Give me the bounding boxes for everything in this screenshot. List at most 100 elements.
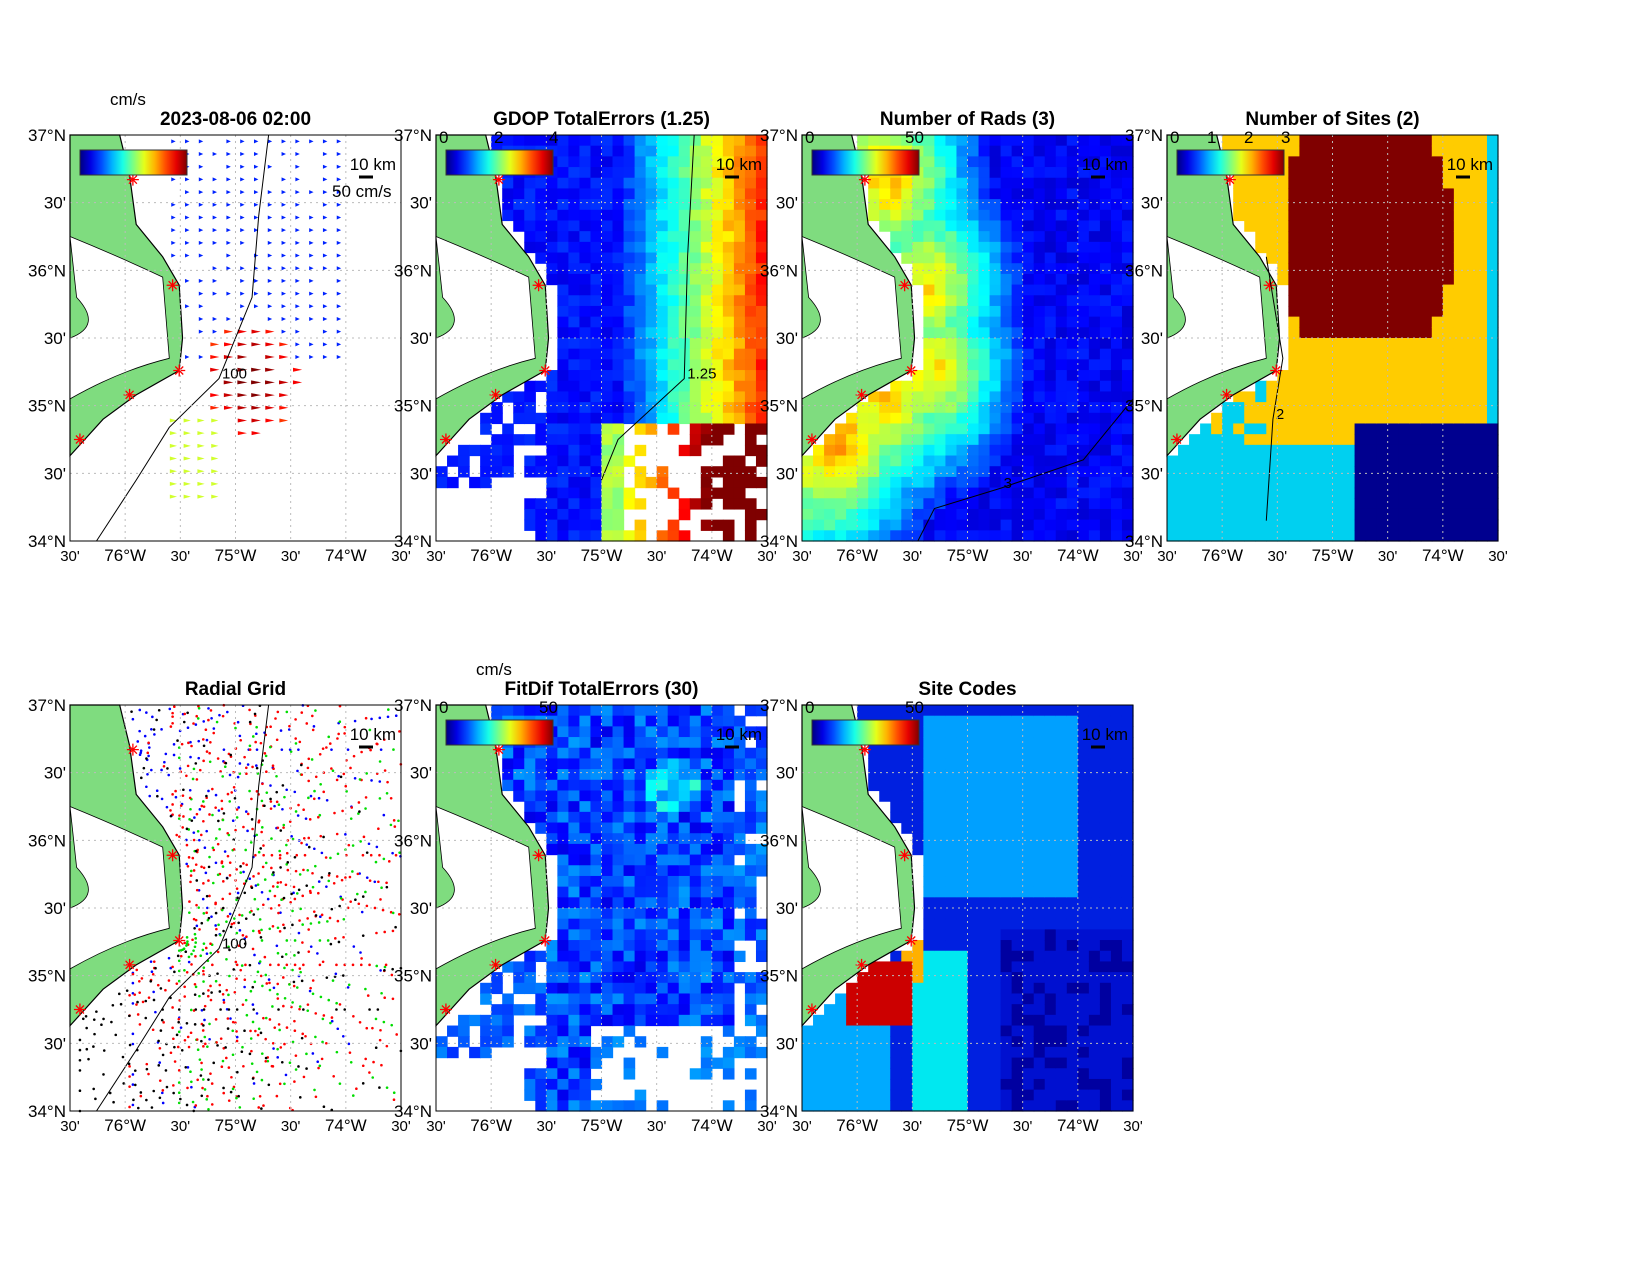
heatmap-cell: [602, 477, 614, 488]
heatmap-cell: [1100, 509, 1112, 520]
heatmap-cell: [557, 812, 569, 823]
heatmap-cell: [624, 812, 636, 823]
radial-grid-point: [179, 1098, 182, 1101]
radial-grid-point: [154, 967, 157, 970]
radial-grid-point: [390, 797, 393, 800]
radial-grid-point: [264, 974, 267, 977]
radial-grid-point: [279, 930, 282, 933]
heatmap-cell: [1344, 285, 1356, 296]
heatmap-cell: [679, 769, 691, 780]
radial-grid-point: [173, 1046, 176, 1049]
heatmap-cell: [1454, 178, 1466, 189]
heatmap-cell: [602, 285, 614, 296]
heatmap-cell: [1321, 530, 1333, 541]
heatmap-cell: [701, 1068, 713, 1079]
heatmap-cell: [756, 423, 768, 434]
current-vector-arrow: [185, 177, 189, 181]
current-vector-arrow: [171, 254, 175, 258]
heatmap-cell: [447, 477, 459, 488]
heatmap-cell: [979, 445, 991, 456]
heatmap-cell: [912, 423, 924, 434]
heatmap-cell: [1067, 370, 1079, 381]
heatmap-cell: [646, 855, 658, 866]
heatmap-cell: [502, 423, 514, 434]
radial-grid-point: [252, 1021, 255, 1024]
current-vector-arrow: [238, 355, 248, 359]
heatmap-cell: [1310, 488, 1322, 499]
heatmap-cell: [1056, 423, 1068, 434]
heatmap-cell: [1355, 402, 1367, 413]
radial-grid-point: [260, 1032, 263, 1035]
heatmap-cell: [1299, 381, 1311, 392]
current-vector-arrow: [240, 241, 244, 245]
heatmap-cell: [1344, 146, 1356, 157]
radial-grid-point: [259, 1095, 262, 1098]
radial-grid-point: [186, 1022, 189, 1025]
heatmap-cell: [557, 509, 569, 520]
heatmap-cell: [1089, 434, 1101, 445]
radial-grid-point: [279, 866, 282, 869]
heatmap-cell: [557, 908, 569, 919]
radial-grid-point: [334, 937, 337, 940]
heatmap-cell: [579, 488, 591, 499]
heatmap-cell: [590, 705, 602, 716]
heatmap-cell: [668, 199, 680, 210]
heatmap-cell: [1023, 156, 1035, 167]
heatmap-cell: [1200, 520, 1212, 531]
radial-grid-point: [258, 851, 261, 854]
radial-grid-point: [262, 844, 265, 847]
radial-grid-point: [297, 748, 300, 751]
heatmap-cell: [945, 274, 957, 285]
heatmap-cell: [1410, 156, 1422, 167]
radial-grid-point: [197, 757, 200, 760]
heatmap-cell: [590, 1004, 602, 1015]
current-vector-arrow: [199, 292, 203, 296]
current-vector-arrow: [282, 190, 286, 194]
heatmap-cell: [945, 434, 957, 445]
heatmap-cell: [1023, 167, 1035, 178]
current-vector-arrow: [337, 330, 341, 334]
radial-grid-point: [269, 890, 272, 893]
heatmap-cell: [1432, 210, 1444, 221]
heatmap-cell: [613, 929, 625, 940]
heatmap-cell: [1122, 456, 1134, 467]
heatmap-cell: [890, 188, 902, 199]
heatmap-cell: [1012, 242, 1024, 253]
radial-grid-point: [353, 755, 356, 758]
heatmap-cell: [546, 972, 558, 983]
current-vector-arrow: [295, 190, 299, 194]
radial-grid-point: [186, 828, 189, 831]
radial-grid-point: [205, 795, 208, 798]
radial-grid-point: [226, 711, 229, 714]
heatmap-cell: [668, 242, 680, 253]
heatmap-cell: [1454, 135, 1466, 146]
heatmap-cell: [1012, 274, 1024, 285]
radial-grid-point: [211, 1103, 214, 1106]
heatmap-cell: [934, 520, 946, 531]
heatmap-cell: [945, 456, 957, 467]
heatmap-cell: [1399, 477, 1411, 488]
current-vector-arrow: [337, 266, 341, 270]
radial-grid-point: [212, 846, 215, 849]
heatmap-cell: [624, 456, 636, 467]
heatmap-cell: [1034, 295, 1046, 306]
radial-grid-point: [224, 765, 227, 768]
heatmap-cell: [602, 908, 614, 919]
heatmap-cell: [1045, 509, 1057, 520]
heatmap-cell: [968, 509, 980, 520]
heatmap-cell: [945, 317, 957, 328]
heatmap-cell: [1067, 295, 1079, 306]
heatmap-cell: [1122, 231, 1134, 242]
radial-grid-point: [268, 1083, 271, 1086]
heatmap-cell: [1399, 317, 1411, 328]
heatmap-cell: [712, 919, 724, 930]
heatmap-cell: [679, 1015, 691, 1026]
heatmap-cell: [1001, 188, 1013, 199]
current-vector-arrow: [265, 393, 275, 397]
heatmap-cell: [1111, 520, 1123, 531]
radial-grid-point: [195, 904, 198, 907]
heatmap-cell: [979, 509, 991, 520]
heatmap-cell: [1288, 199, 1300, 210]
heatmap-cell: [1288, 156, 1300, 167]
heatmap-cell: [602, 178, 614, 189]
